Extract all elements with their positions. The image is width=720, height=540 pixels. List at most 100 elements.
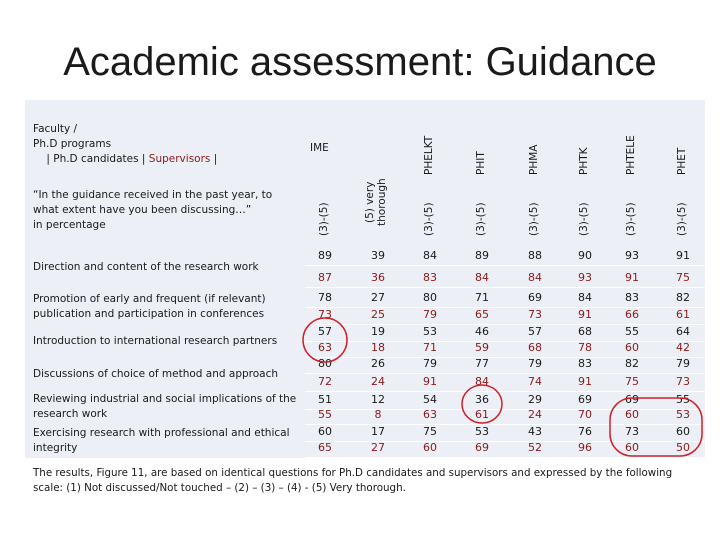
cell: 84 xyxy=(578,291,592,304)
row-divider xyxy=(305,265,705,266)
cell: 74 xyxy=(528,375,542,388)
cell: 91 xyxy=(578,308,592,321)
cell: 63 xyxy=(318,341,332,354)
cell: 24 xyxy=(371,375,385,388)
row-divider xyxy=(305,424,705,425)
highlight-oval xyxy=(461,384,503,424)
cell: 76 xyxy=(578,425,592,438)
cell: 66 xyxy=(625,308,639,321)
cell: 60 xyxy=(625,441,639,454)
cell: 93 xyxy=(625,249,639,262)
cell: 60 xyxy=(625,341,639,354)
cell: 60 xyxy=(423,441,437,454)
cell: 84 xyxy=(528,271,542,284)
row-label: Exercising research with professional an… xyxy=(33,427,290,454)
cell: 27 xyxy=(371,441,385,454)
row-divider xyxy=(305,287,705,288)
cell: 88 xyxy=(528,249,542,262)
title: Academic assessment: Guidance xyxy=(63,40,657,84)
cell: 68 xyxy=(528,341,542,354)
footer: The results, Figure 11, are based on ide… xyxy=(33,467,673,494)
cell: 73 xyxy=(676,375,690,388)
cell: 36 xyxy=(475,393,489,406)
cell: 79 xyxy=(528,357,542,370)
cell: 39 xyxy=(371,249,385,262)
cell: 53 xyxy=(676,408,690,421)
row-label: Introduction to international research p… xyxy=(33,335,278,347)
cell: 71 xyxy=(475,291,489,304)
cell: 8 xyxy=(374,408,382,421)
cell: 89 xyxy=(475,249,489,262)
cell: 68 xyxy=(578,325,592,338)
cell: 83 xyxy=(423,271,437,284)
header-line: | Ph.D candidates | Supervisors | xyxy=(33,152,293,167)
cell: 17 xyxy=(371,425,385,438)
row-label: Discussions of choice of method and appr… xyxy=(33,368,279,380)
header-part: | xyxy=(213,153,218,165)
cell: 57 xyxy=(528,325,542,338)
cell: 78 xyxy=(318,291,332,304)
row-label: Reviewing industrial and social implicat… xyxy=(33,393,297,420)
cell: 46 xyxy=(475,325,489,338)
cell: 60 xyxy=(318,425,332,438)
cell: 24 xyxy=(528,408,542,421)
cell: 19 xyxy=(371,325,385,338)
cell: 26 xyxy=(371,357,385,370)
cell: 79 xyxy=(676,357,690,370)
row-divider xyxy=(305,373,705,374)
cell: 91 xyxy=(578,375,592,388)
cell: 84 xyxy=(475,271,489,284)
cell: 72 xyxy=(318,375,332,388)
cell: 59 xyxy=(475,341,489,354)
cell: 12 xyxy=(371,393,385,406)
cell: 69 xyxy=(475,441,489,454)
cell: 55 xyxy=(318,408,332,421)
cell: 51 xyxy=(318,393,332,406)
cell: 50 xyxy=(676,441,690,454)
cell: 52 xyxy=(528,441,542,454)
header-part: | Ph.D candidates | xyxy=(46,153,146,165)
cell: 65 xyxy=(475,308,489,321)
cell: 93 xyxy=(578,271,592,284)
cell: 63 xyxy=(423,408,437,421)
cell: 71 xyxy=(423,341,437,354)
cell: 29 xyxy=(528,393,542,406)
cell: 27 xyxy=(371,291,385,304)
cell: 91 xyxy=(423,375,437,388)
cell: 60 xyxy=(676,425,690,438)
cell: 18 xyxy=(371,341,385,354)
cell: 82 xyxy=(625,357,639,370)
row-divider xyxy=(305,341,705,342)
highlight-oval xyxy=(609,397,703,457)
row-label: Promotion of early and frequent (if rele… xyxy=(33,293,266,320)
row-divider xyxy=(305,457,705,458)
row-divider xyxy=(305,441,705,442)
cell: 69 xyxy=(625,393,639,406)
cell: 69 xyxy=(528,291,542,304)
cell: 69 xyxy=(578,393,592,406)
cell: 84 xyxy=(423,249,437,262)
header-part: Supervisors xyxy=(148,153,211,165)
cell: 75 xyxy=(625,375,639,388)
cell: 42 xyxy=(676,341,690,354)
cell: 73 xyxy=(528,308,542,321)
cell: 83 xyxy=(578,357,592,370)
cell: 64 xyxy=(676,325,690,338)
cell: 55 xyxy=(625,325,639,338)
cell: 80 xyxy=(423,291,437,304)
cell: 78 xyxy=(578,341,592,354)
cell: 87 xyxy=(318,271,332,284)
cell: 89 xyxy=(318,249,332,262)
cell: 65 xyxy=(318,441,332,454)
cell: 91 xyxy=(676,249,690,262)
cell: 90 xyxy=(578,249,592,262)
header-left: Faculty / Ph.D programs | Ph.D candidate… xyxy=(33,122,293,167)
cell: 53 xyxy=(475,425,489,438)
cell: 54 xyxy=(423,393,437,406)
cell: 43 xyxy=(528,425,542,438)
question-unit: in percentage xyxy=(33,219,106,231)
cell: 79 xyxy=(423,308,437,321)
cell: 61 xyxy=(475,408,489,421)
cell: 91 xyxy=(625,271,639,284)
